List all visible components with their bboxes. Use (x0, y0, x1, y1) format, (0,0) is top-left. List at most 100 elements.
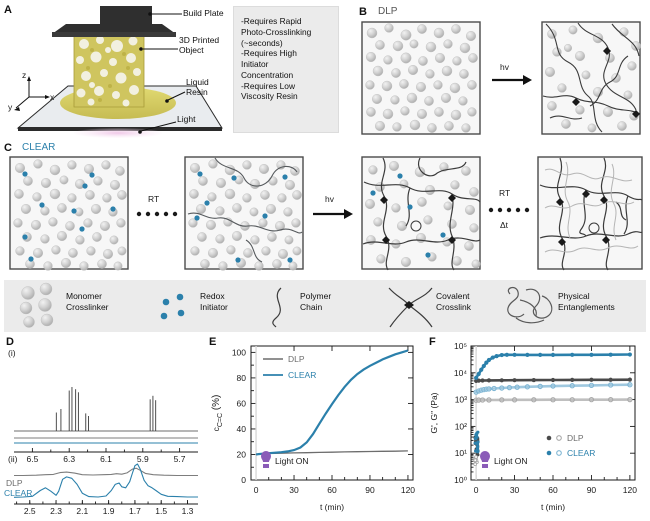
legend-redox-initiator: Redox Initiator (200, 291, 228, 312)
panel-e: E 0 30 60 90 120 0 20 40 60 80 100 DLP CLEAR Light ON… (205, 334, 423, 521)
clear-stage2-box (185, 157, 303, 270)
svg-text:cC=C (%): cC=C (%) (211, 395, 224, 432)
callout-printed-object-line2: Object (179, 46, 219, 56)
legend-polymer-line2: Chain (300, 302, 331, 313)
svg-text:CLEAR: CLEAR (4, 488, 32, 498)
svg-text:0: 0 (474, 485, 479, 495)
hv-label-b: hv (500, 62, 510, 72)
hv-arrow-b (492, 75, 532, 85)
svg-text:20: 20 (237, 449, 247, 459)
svg-text:Light ON: Light ON (494, 456, 528, 466)
legend-polymer-chain: Polymer Chain (300, 291, 331, 312)
axis-label-y: y (8, 102, 13, 112)
hv-arrow-c (313, 209, 353, 219)
svg-text:(i): (i) (8, 348, 16, 358)
callout-light: Light (177, 115, 195, 125)
svg-text:t (min): t (min) (541, 502, 565, 512)
requirements-text: -Requires Rapid Photo-Crosslinking (~sec… (234, 7, 338, 102)
svg-text:Light ON: Light ON (275, 456, 309, 466)
svg-text:80: 80 (237, 373, 247, 383)
legend-monomer-line1: Monomer (66, 291, 109, 302)
svg-text:t (min): t (min) (320, 502, 344, 512)
svg-text:CLEAR: CLEAR (288, 370, 316, 380)
requirement-line-3: -Requires High (241, 48, 333, 59)
requirements-box: -Requires Rapid Photo-Crosslinking (~sec… (233, 6, 339, 133)
legend-strip: Monomer Crosslinker Redox Initiator Poly… (4, 280, 646, 332)
svg-text:60: 60 (327, 485, 337, 495)
gray-spheres-icon (20, 283, 53, 328)
svg-text:6.3: 6.3 (63, 454, 75, 464)
printed-lattice-icon (74, 33, 144, 107)
svg-text:DLP: DLP (288, 354, 305, 364)
rt-label-c1: RT (148, 194, 159, 204)
clear-stage3-box (362, 157, 480, 270)
legend-covalent-line1: Covalent (436, 291, 471, 302)
entanglement-icon (508, 288, 552, 323)
svg-text:10³: 10³ (455, 395, 467, 405)
panel-b-diagram: hv (340, 0, 650, 140)
legend-physical-line2: Entanglements (558, 302, 615, 313)
svg-text:40: 40 (237, 424, 247, 434)
dlp-after-box (542, 22, 641, 134)
requirement-line-4: Initiator (241, 59, 333, 70)
svg-text:10⁴: 10⁴ (454, 368, 467, 378)
svg-text:(ii): (ii) (8, 454, 18, 464)
svg-text:0: 0 (241, 475, 246, 485)
squiggle-icon (273, 288, 281, 327)
svg-text:30: 30 (510, 485, 520, 495)
svg-text:5.7: 5.7 (174, 454, 186, 464)
panel-b: B DLP (340, 0, 650, 140)
panel-a: A (0, 0, 232, 140)
callout-build-plate: Build Plate (183, 9, 224, 19)
legend-redox-line2: Initiator (200, 302, 228, 313)
svg-text:90: 90 (365, 485, 375, 495)
clear-stage1-box (10, 157, 128, 270)
requirement-line-2: (~seconds) (241, 38, 333, 49)
svg-text:10¹: 10¹ (455, 448, 467, 458)
legend-redox-line1: Redox (200, 291, 228, 302)
svg-text:2.5: 2.5 (24, 506, 36, 516)
svg-text:30: 30 (289, 485, 299, 495)
hv-label-c: hv (325, 194, 335, 204)
svg-text:90: 90 (587, 485, 597, 495)
svg-text:10⁵: 10⁵ (454, 341, 467, 351)
legend-monomer-crosslinker: Monomer Crosslinker (66, 291, 109, 312)
svg-text:1.5: 1.5 (155, 506, 167, 516)
axis-label-z: z (22, 70, 26, 80)
panel-f: F 0 30 60 90 120 10⁰ 10¹ 10² 10³ 10⁴ 10⁵ DLP CLEAR Li… (423, 334, 650, 521)
panel-a-illustration: z x y (0, 0, 232, 140)
panel-d: D (i) 6.5 6.3 6.1 5.9 5.7 (ii) DLP CLEAR 2.5 2.3 2.… (0, 334, 205, 521)
panel-f-rheology-chart: 0 30 60 90 12010⁰10¹10²10³10⁴10⁵DLPCLEARLigh… (423, 334, 650, 521)
svg-text:120: 120 (401, 485, 415, 495)
rt-dotted-arrow-2 (489, 208, 529, 212)
svg-text:10²: 10² (455, 421, 467, 431)
svg-text:5.9: 5.9 (137, 454, 149, 464)
svg-text:100: 100 (232, 347, 246, 357)
svg-text:1.9: 1.9 (103, 506, 115, 516)
svg-text:1.3: 1.3 (182, 506, 194, 516)
callout-printed-object: 3D Printed Object (179, 36, 219, 56)
svg-text:2.1: 2.1 (76, 506, 88, 516)
rt-dotted-arrow-1 (137, 212, 177, 216)
callout-liquid-resin: Liquid Resin (186, 78, 209, 98)
callout-liquid-resin-line2: Resin (186, 88, 209, 98)
build-plate-icon (52, 6, 176, 37)
svg-text:1.7: 1.7 (129, 506, 141, 516)
requirement-line-5: Concentration (241, 70, 333, 81)
dlp-before-box (362, 22, 480, 134)
requirement-line-7: Viscosity Resin (241, 91, 333, 102)
panel-e-conversion-chart: 0 30 60 90 120 0 20 40 60 80 100 DLP CLEAR Light ON t … (205, 334, 423, 521)
svg-text:0: 0 (254, 485, 259, 495)
svg-text:DLP: DLP (567, 433, 584, 443)
figure-canvas: A (0, 0, 650, 521)
blue-dots-icon (161, 294, 185, 320)
svg-text:6.1: 6.1 (100, 454, 112, 464)
panel-c-diagram: RT (0, 140, 650, 282)
legend-physical-entanglements: Physical Entanglements (558, 291, 615, 312)
rt-label-c2: RT (499, 188, 510, 198)
svg-text:6.5: 6.5 (26, 454, 38, 464)
legend-polymer-line1: Polymer (300, 291, 331, 302)
svg-text:DLP: DLP (6, 478, 23, 488)
requirement-line-0: -Requires Rapid (241, 16, 333, 27)
clear-stage4-box (538, 157, 642, 270)
